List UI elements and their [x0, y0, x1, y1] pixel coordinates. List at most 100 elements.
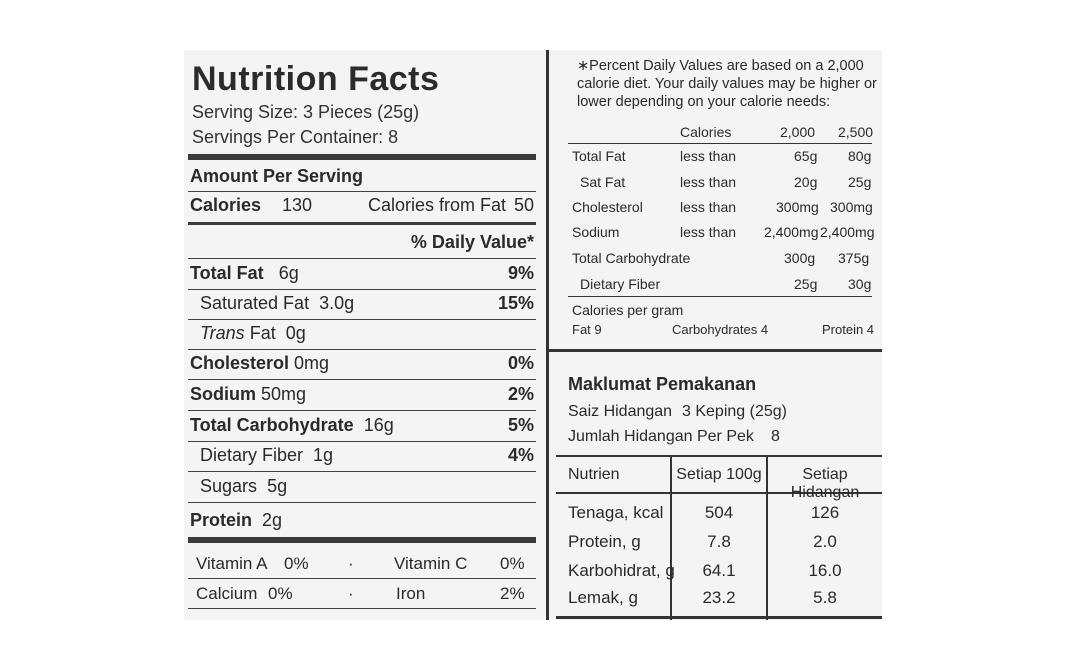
medium-divider — [188, 222, 536, 225]
divider — [188, 289, 536, 290]
table-header-nutrien: Nutrien — [568, 466, 620, 483]
table-bottom-rule — [556, 616, 882, 619]
table-header-perserving: Setiap Hidangan — [790, 466, 860, 501]
dv-row-2000: 20g — [794, 174, 818, 190]
iron-value: 2% — [500, 584, 525, 603]
trans-fat-row: Trans Fat 0g — [190, 323, 534, 351]
nutrient-dv: 0% — [507, 353, 534, 373]
amount-per-serving-row: Amount Per Serving — [190, 166, 534, 194]
dv-header-2000: 2,000 — [780, 124, 816, 140]
nutrient-label: Total Fat — [190, 263, 264, 283]
vitamin-a-label: Vitamin A — [196, 554, 268, 573]
nutrient-label: Trans — [200, 323, 245, 343]
divider — [188, 349, 536, 350]
footnote-line-3: lower depending on your calorie needs: — [577, 94, 831, 110]
total-carbohydrate-row: Total Carbohydrate 16g 5% — [190, 415, 534, 443]
nutrient-dv: 4% — [507, 445, 534, 465]
table-row-name: Karbohidrat, g — [568, 561, 675, 580]
table-row-name: Tenaga, kcal — [568, 503, 664, 522]
divider — [188, 441, 536, 442]
divider — [188, 379, 536, 380]
dv-row-qualifier: less than — [680, 224, 737, 240]
section-divider — [546, 349, 882, 352]
saturated-fat-row: Saturated Fat 3.0g 15% — [190, 293, 534, 321]
iron-label: Iron — [396, 584, 426, 603]
nutrient-dv: 5% — [507, 415, 534, 435]
dv-header-rule — [568, 143, 872, 144]
table-row-per100: 504 — [704, 503, 734, 522]
table-col-rule — [766, 455, 768, 620]
dietary-fiber-row: Dietary Fiber 1g 4% — [190, 445, 534, 473]
nutrient-label: Protein — [190, 510, 253, 530]
dv-row-2500: 300mg — [830, 199, 873, 215]
serving-size: Serving Size: 3 Pieces (25g) — [192, 102, 420, 122]
nutrient-label-suffix: Fat — [249, 323, 276, 343]
nutrition-facts-title: Nutrition Facts — [192, 60, 440, 98]
saiz-hidangan-label: Saiz Hidangan — [568, 403, 673, 420]
sodium-row: Sodium 50mg 2% — [190, 384, 534, 412]
dv-header-2500: 2,500 — [838, 124, 874, 140]
table-row-per100: 64.1 — [702, 561, 736, 580]
footnote-line-2: calorie diet. Your daily values may be h… — [577, 76, 877, 92]
saiz-hidangan-value: 3 Keping (25g) — [682, 403, 787, 420]
divider — [188, 410, 536, 411]
nutrient-dv: 2% — [507, 384, 534, 404]
divider — [188, 608, 536, 609]
calcium-label: Calcium — [196, 584, 258, 603]
table-row-name: Lemak, g — [568, 588, 638, 607]
dv-row-2000: 65g — [794, 148, 818, 164]
nutrient-amount: 1g — [313, 445, 334, 465]
daily-value-header-row: % Daily Value* — [190, 232, 534, 260]
dv-row-2000: 25g — [794, 276, 818, 292]
dv-header-calories: Calories — [680, 124, 732, 140]
panel-divider — [546, 50, 549, 620]
maklumat-title: Maklumat Pemakanan — [568, 374, 757, 394]
dv-row-qualifier: less than — [680, 199, 737, 215]
calcium-value: 0% — [268, 584, 293, 603]
dv-row-nutrient: Total Fat — [572, 148, 626, 164]
table-col-rule — [670, 455, 672, 620]
dv-row-nutrient: Dietary Fiber — [580, 276, 661, 292]
dv-row-nutrient: Total Carbohydrate — [572, 250, 691, 266]
protein-per-gram: Protein 4 — [822, 322, 875, 337]
nutrient-amount: 3.0g — [319, 293, 355, 313]
calories-row: Calories 130 Calories from Fat 50 — [190, 195, 534, 223]
table-top-rule — [556, 455, 882, 457]
vitamin-c-value: 0% — [500, 554, 525, 573]
dv-bottom-rule — [568, 296, 872, 297]
dv-row-nutrient: Sodium — [572, 224, 620, 240]
nutrient-amount: 16g — [363, 415, 394, 435]
table-row-perserving: 16.0 — [808, 561, 842, 580]
servings-per-container: Servings Per Container: 8 — [192, 127, 399, 147]
table-header-rule — [556, 492, 882, 494]
protein-row: Protein 2g — [190, 510, 534, 538]
table-row-per100: 23.2 — [702, 588, 736, 607]
table-row-perserving: 5.8 — [813, 588, 837, 607]
sugars-row: Sugars 5g — [190, 476, 534, 504]
dv-row-2500: 2,400mg — [820, 224, 875, 240]
dv-row-2000: 300g — [784, 250, 816, 266]
table-row-per100: 7.8 — [707, 532, 731, 551]
nutrient-amount: 2g — [262, 510, 283, 530]
cal-per-gram-label: Calories per gram — [572, 302, 684, 318]
nutrient-label: Sodium — [190, 384, 256, 404]
nutrient-amount: 0g — [285, 323, 306, 343]
vitamin-c-label: Vitamin C — [394, 554, 468, 573]
calories-value: 130 — [282, 195, 313, 215]
nutrient-label: Saturated Fat — [200, 293, 310, 313]
dv-row-2000: 300mg — [776, 199, 819, 215]
divider — [188, 471, 536, 472]
divider — [188, 578, 536, 579]
divider — [188, 258, 536, 259]
dv-row-qualifier: less than — [680, 148, 737, 164]
dv-row-2500: 25g — [848, 174, 872, 190]
nutrient-label: Dietary Fiber — [200, 445, 304, 465]
nutrient-dv: 9% — [507, 263, 534, 283]
separator-dot: · — [348, 584, 354, 603]
jumlah-hidangan-label: Jumlah Hidangan Per Pek — [568, 428, 754, 445]
cholesterol-row: Cholesterol 0mg 0% — [190, 353, 534, 381]
amount-per-serving-label: Amount Per Serving — [190, 166, 364, 186]
table-row-perserving: 126 — [810, 503, 840, 522]
dv-row-qualifier: less than — [680, 174, 737, 190]
nutrient-amount: 50mg — [261, 384, 307, 404]
